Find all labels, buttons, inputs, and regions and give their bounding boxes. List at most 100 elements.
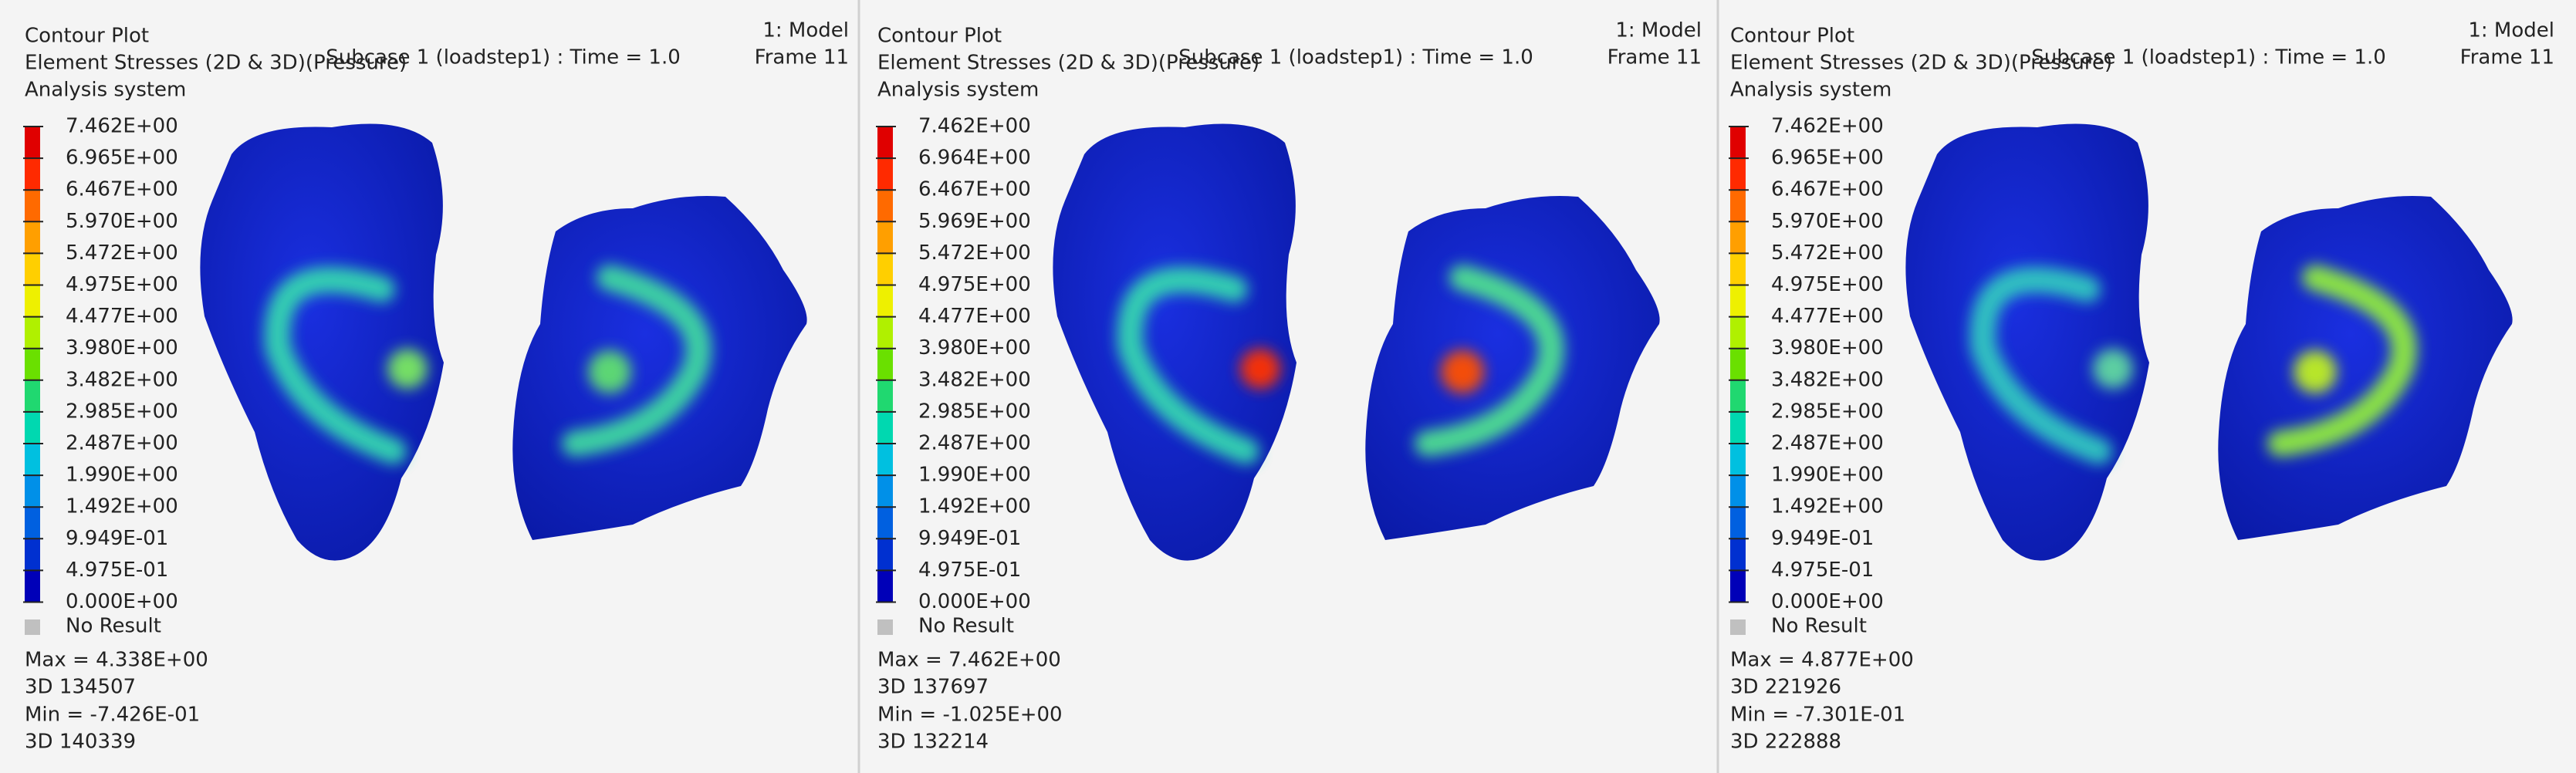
result-type: Element Stresses (2D & 3D)(Pressure) xyxy=(1730,52,2112,75)
legend-swatch xyxy=(1730,253,1746,285)
legend-swatch xyxy=(25,190,40,222)
legend-label: 0.000E+00 xyxy=(918,590,1031,613)
system: Analysis system xyxy=(877,79,1039,102)
subcase: Subcase 1 (loadstep1) : Time = 1.0 xyxy=(1178,46,1533,69)
frame-label: Frame 11 xyxy=(1607,46,1702,69)
legend-swatch xyxy=(25,380,40,413)
contour-spot xyxy=(1441,350,1484,393)
legend-label: 5.969E+00 xyxy=(918,210,1031,233)
legend-swatch xyxy=(25,411,40,444)
legend-label: 6.467E+00 xyxy=(66,178,178,201)
legend-swatch xyxy=(25,348,40,381)
legend-swatch xyxy=(877,411,893,444)
legend-label: 5.472E+00 xyxy=(1771,241,1884,265)
max-element: 3D 137697 xyxy=(877,676,989,699)
legend-swatch xyxy=(25,444,40,476)
no-result-label: No Result xyxy=(66,615,161,638)
plot-title: Contour Plot xyxy=(877,25,1002,48)
legend-swatch xyxy=(1730,411,1746,444)
legend-label: 2.985E+00 xyxy=(1771,400,1884,423)
legend-label: 5.970E+00 xyxy=(1771,210,1884,233)
legend-swatch xyxy=(1730,316,1746,349)
legend-label: 1.990E+00 xyxy=(1771,464,1884,487)
legend-swatch xyxy=(25,253,40,285)
legend-swatch xyxy=(1730,380,1746,413)
panel: Contour Plot Element Stresses (2D & 3D)(P… xyxy=(1729,19,2554,754)
legend-label: 1.990E+00 xyxy=(66,464,178,487)
legend-label: 3.482E+00 xyxy=(66,368,178,391)
legend-label: 2.487E+00 xyxy=(1771,432,1884,455)
legend-label: 9.949E-01 xyxy=(918,527,1021,550)
system: Analysis system xyxy=(25,79,186,102)
min-element: 3D 140339 xyxy=(25,731,136,754)
no-result-swatch xyxy=(1730,619,1746,635)
legend-label: 6.964E+00 xyxy=(918,147,1031,170)
legend-label: 6.467E+00 xyxy=(1771,178,1884,201)
legend-label: 9.949E-01 xyxy=(1771,527,1874,550)
legend-label: 6.467E+00 xyxy=(918,178,1031,201)
legend-label: 4.975E-01 xyxy=(66,559,168,582)
subcase: Subcase 1 (loadstep1) : Time = 1.0 xyxy=(2031,46,2386,69)
min-element: 3D 132214 xyxy=(877,731,989,754)
legend-swatch xyxy=(877,253,893,285)
legend-swatch xyxy=(1730,190,1746,222)
legend-label: 1.492E+00 xyxy=(1771,495,1884,518)
contour-highlight xyxy=(1969,265,2418,464)
legend-swatch xyxy=(1730,444,1746,476)
min-value: Min = -7.301E-01 xyxy=(1730,704,1905,727)
legend-swatch xyxy=(877,475,893,508)
contour-band xyxy=(264,266,407,464)
legend-swatch xyxy=(877,348,893,381)
contour-spot xyxy=(1240,349,1280,389)
legend-label: 3.482E+00 xyxy=(1771,368,1884,391)
legend-label: 5.472E+00 xyxy=(66,241,178,265)
legend-swatch xyxy=(877,190,893,222)
contour-spot xyxy=(387,349,428,389)
contour-spot xyxy=(588,350,631,393)
legend-label: 7.462E+00 xyxy=(66,115,178,138)
frame-label: Frame 11 xyxy=(2460,46,2554,69)
legend-swatch xyxy=(877,127,893,159)
legend-label: 2.985E+00 xyxy=(918,400,1031,423)
legend-label: 0.000E+00 xyxy=(66,590,178,613)
no-result-label: No Result xyxy=(918,615,1014,638)
contour-band xyxy=(1415,265,1565,457)
legend-swatch xyxy=(1730,570,1746,603)
model-label: 1: Model xyxy=(2468,19,2554,42)
plot-title: Contour Plot xyxy=(25,25,149,48)
legend-label: 9.949E-01 xyxy=(66,527,168,550)
max-value: Max = 4.877E+00 xyxy=(1730,649,1914,672)
plot-title: Contour Plot xyxy=(1730,25,1854,48)
model-label: 1: Model xyxy=(762,19,849,42)
legend-swatch xyxy=(25,127,40,159)
legend-swatch xyxy=(25,475,40,508)
legend-label: 7.462E+00 xyxy=(1771,115,1884,138)
legend-swatch xyxy=(25,570,40,603)
legend-label: 5.970E+00 xyxy=(66,210,178,233)
legend-label: 4.975E-01 xyxy=(918,559,1021,582)
min-element: 3D 222888 xyxy=(1730,731,1841,754)
contour-band xyxy=(562,265,712,457)
min-value: Min = -7.426E-01 xyxy=(25,704,200,727)
legend-label: 0.000E+00 xyxy=(1771,590,1884,613)
legend-label: 2.487E+00 xyxy=(66,432,178,455)
legend-label: 2.985E+00 xyxy=(66,400,178,423)
no-result-label: No Result xyxy=(1771,615,1867,638)
legend-swatch xyxy=(1730,538,1746,571)
legend-swatch xyxy=(25,316,40,349)
contour-highlight xyxy=(1117,265,1565,464)
legend-label: 5.472E+00 xyxy=(918,241,1031,265)
contour-spot xyxy=(2294,350,2337,393)
legend-label: 6.965E+00 xyxy=(1771,147,1884,170)
max-element: 3D 134507 xyxy=(25,676,136,699)
legend-swatch xyxy=(1730,475,1746,508)
legend-swatch xyxy=(25,221,40,254)
legend-label: 3.980E+00 xyxy=(1771,336,1884,359)
legend-label: 2.487E+00 xyxy=(918,432,1031,455)
panel: Contour Plot Element Stresses (2D & 3D)(P… xyxy=(876,19,1702,754)
contour-spot xyxy=(2093,349,2133,389)
legend-swatch xyxy=(877,507,893,539)
legend-swatch xyxy=(25,538,40,571)
legend-label: 3.980E+00 xyxy=(66,336,178,359)
